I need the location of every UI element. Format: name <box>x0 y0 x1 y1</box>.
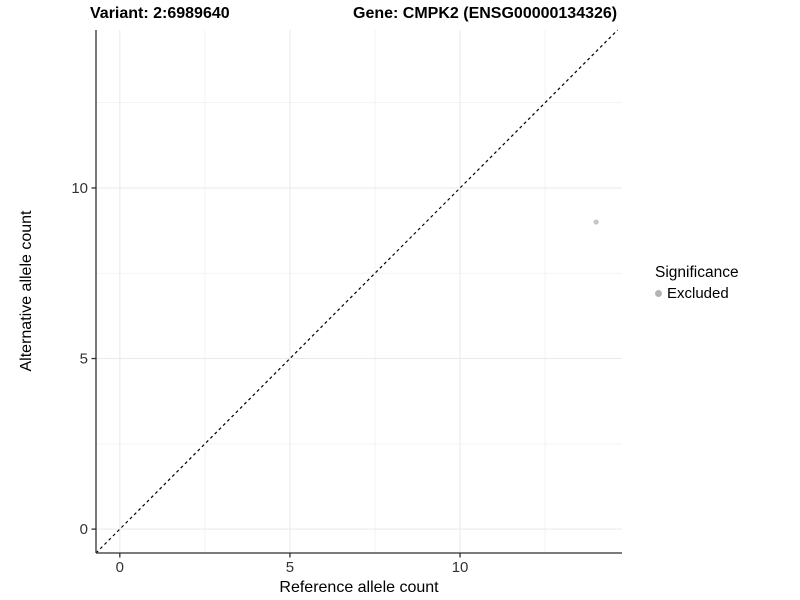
data-point-excluded <box>593 219 599 225</box>
y-tick-label: 5 <box>80 351 88 368</box>
variant-title: Variant: 2:6989640 <box>90 5 230 22</box>
legend-point-icon <box>655 290 662 297</box>
legend-title: Significance <box>655 264 739 281</box>
y-tick-label: 10 <box>71 180 88 197</box>
x-tick-label: 5 <box>286 559 294 576</box>
y-tick-label: 0 <box>80 521 88 538</box>
x-tick-label: 10 <box>452 559 469 576</box>
y-axis-title: Alternative allele count <box>18 210 35 372</box>
legend: Significance Excluded <box>655 264 739 302</box>
identity-dashed-line <box>95 29 619 554</box>
x-tick-label: 0 <box>116 559 124 576</box>
gene-title: Gene: CMPK2 (ENSG00000134326) <box>353 5 618 22</box>
legend-item-excluded: Excluded <box>655 285 739 302</box>
legend-item-label: Excluded <box>667 285 729 302</box>
x-axis-title: Reference allele count <box>279 579 439 596</box>
